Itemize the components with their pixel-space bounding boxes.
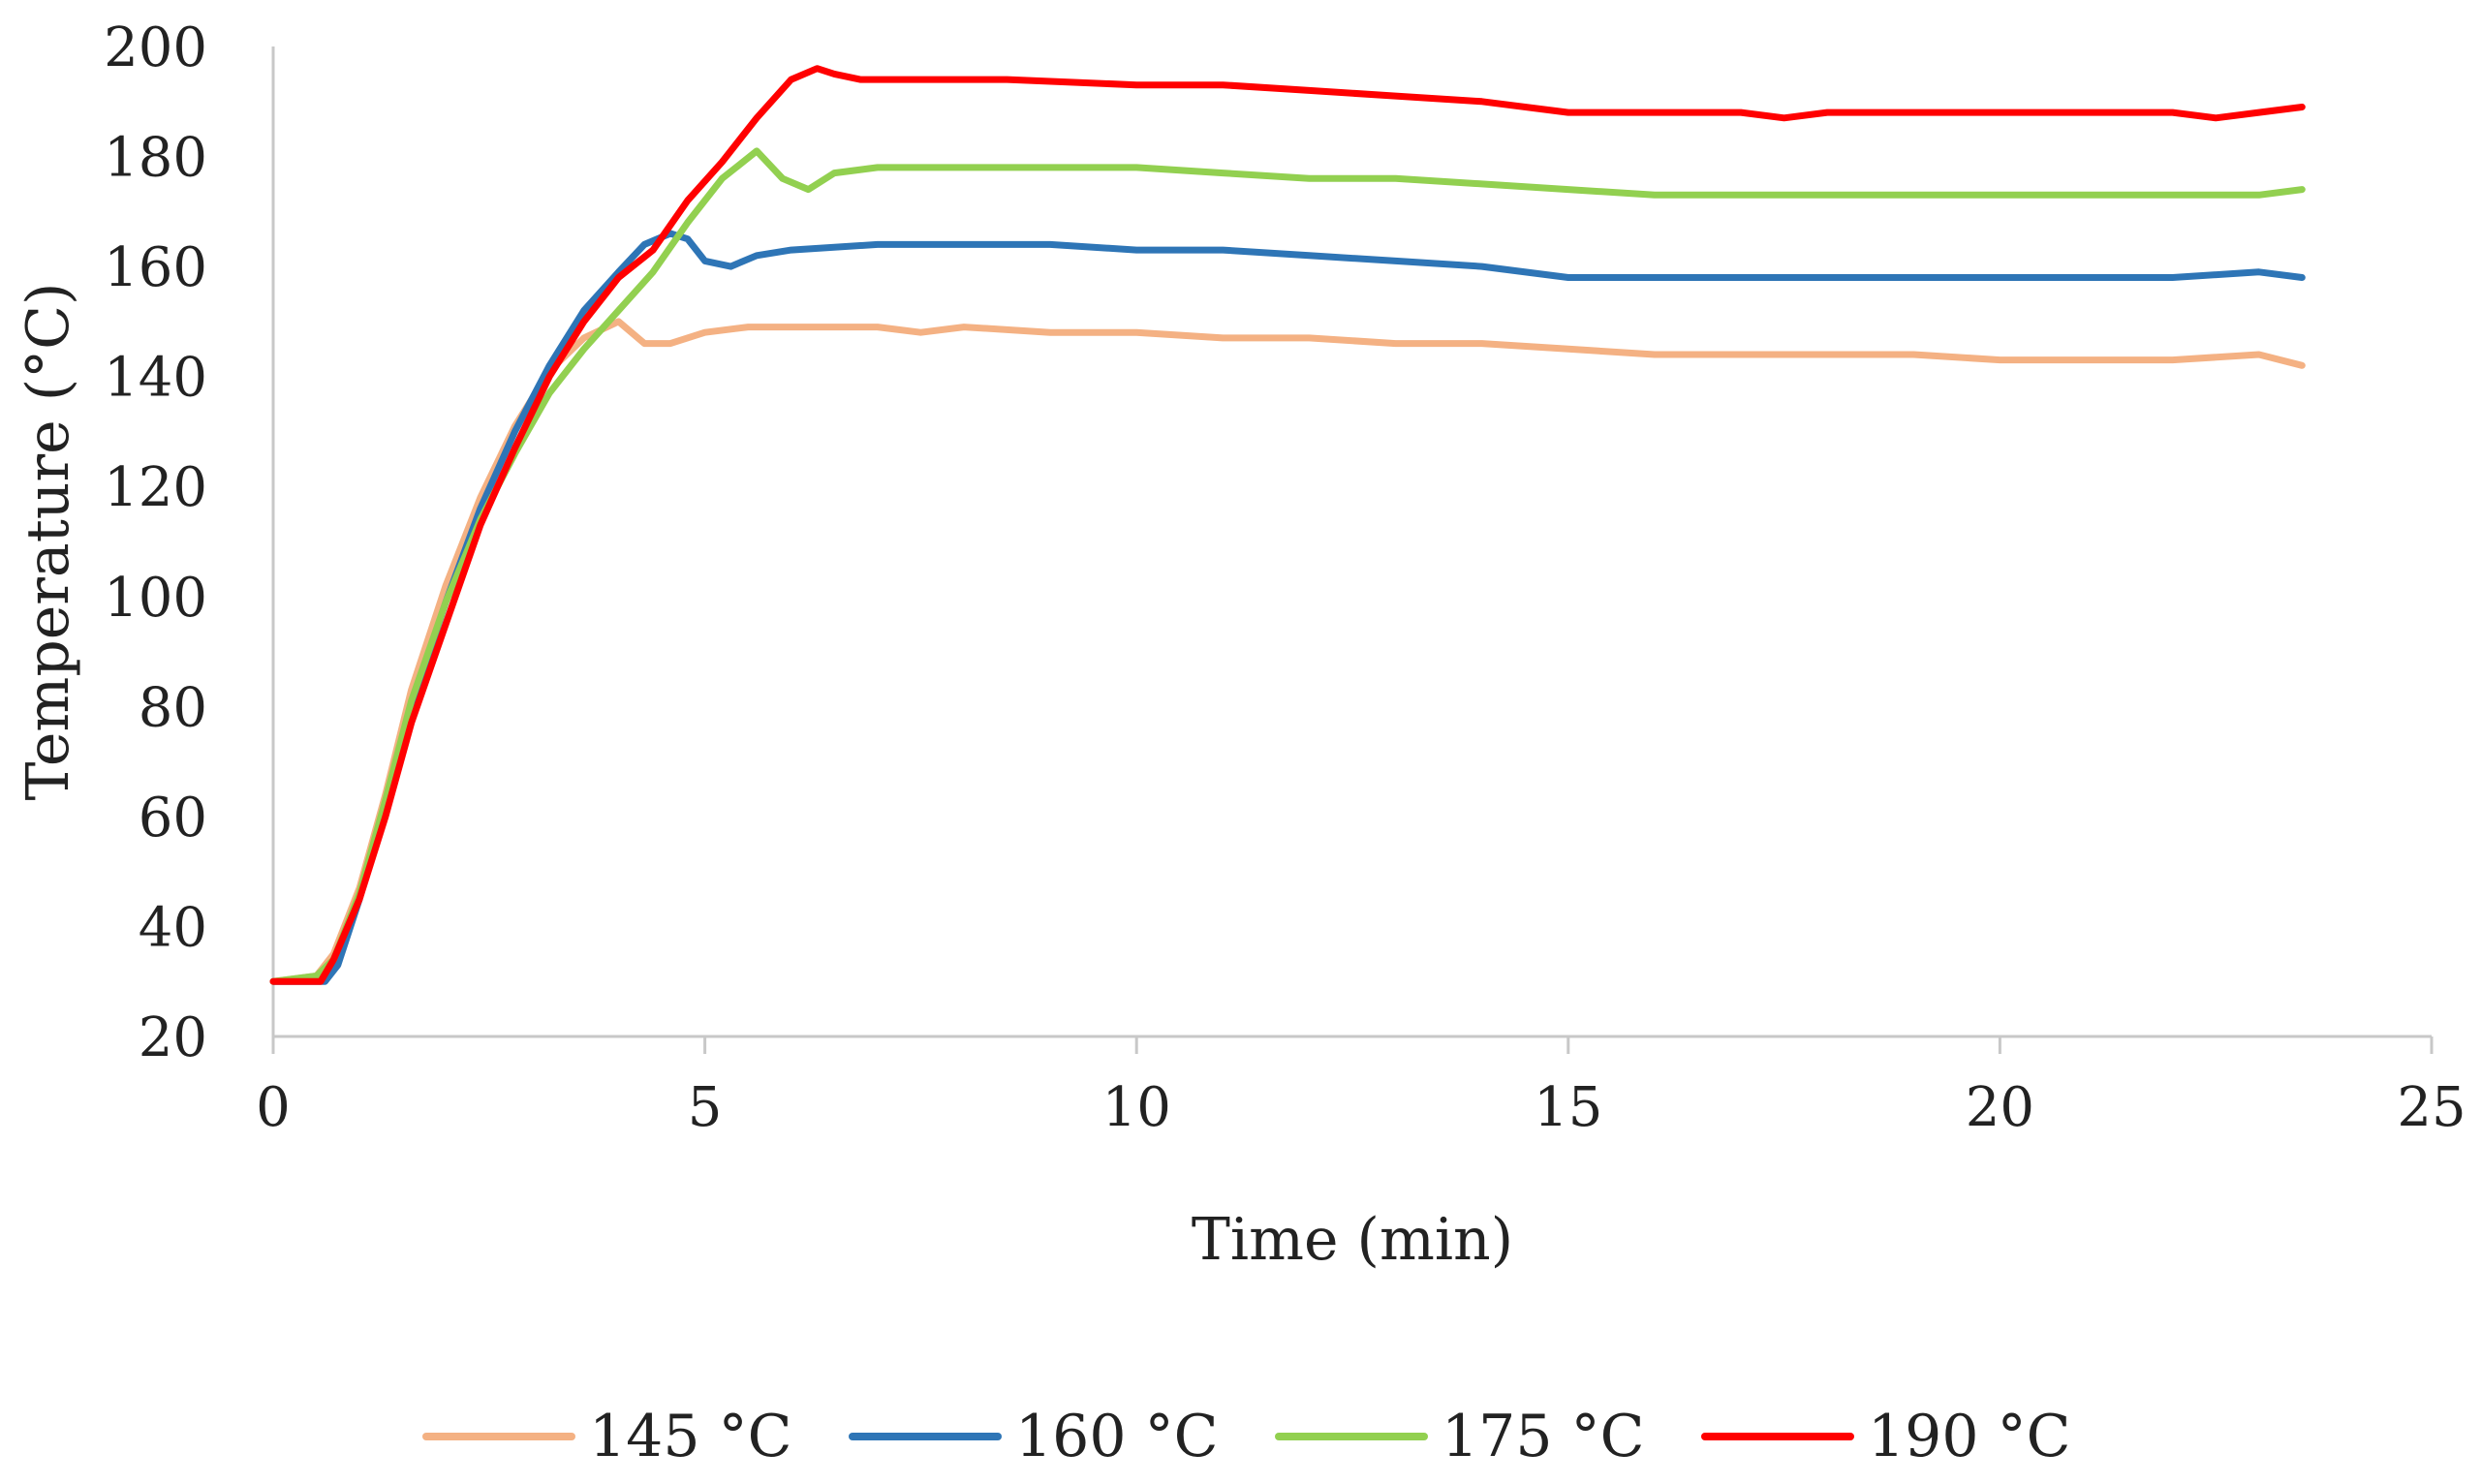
- legend: 145 °C 160 °C 175 °C 190 °C: [422, 1403, 2071, 1470]
- y-tick-label: 140: [104, 347, 207, 410]
- series-layer: [269, 65, 2306, 985]
- x-tick-label: 20: [1966, 1076, 2034, 1139]
- legend-label: 175 °C: [1442, 1403, 1645, 1470]
- x-tick-label: 5: [688, 1076, 723, 1139]
- series-line-145c: [269, 318, 2306, 985]
- y-tick-label: 120: [104, 456, 207, 519]
- x-tick-label: 25: [2397, 1076, 2465, 1139]
- y-tick-label: 60: [139, 787, 207, 850]
- y-tick-label: 180: [104, 127, 207, 190]
- y-tick-label: 20: [139, 1006, 207, 1069]
- y-axis-title: Temperature (°C): [15, 283, 82, 801]
- y-tick-label: 100: [104, 567, 207, 630]
- y-tick-label: 80: [139, 676, 207, 739]
- x-tick-label: 15: [1534, 1076, 1602, 1139]
- series-line-175c: [269, 147, 2306, 985]
- x-tick-label: 0: [256, 1076, 291, 1139]
- legend-label: 190 °C: [1868, 1403, 2071, 1470]
- x-ticks: 0 5 10 15 20 25: [256, 1036, 2466, 1139]
- x-axis-title: Time (min): [1192, 1206, 1513, 1274]
- legend-label: 160 °C: [1015, 1403, 1219, 1470]
- y-tick-label: 40: [139, 896, 207, 959]
- x-tick-label: 10: [1102, 1076, 1171, 1139]
- y-tick-label: 200: [104, 16, 207, 79]
- series-line-190c: [269, 65, 2306, 985]
- legend-label: 145 °C: [589, 1403, 792, 1470]
- axes: [271, 46, 2432, 1038]
- y-tick-label: 160: [104, 236, 207, 299]
- y-ticks: 20 40 60 80 100 120 140 160 180 200: [104, 16, 207, 1069]
